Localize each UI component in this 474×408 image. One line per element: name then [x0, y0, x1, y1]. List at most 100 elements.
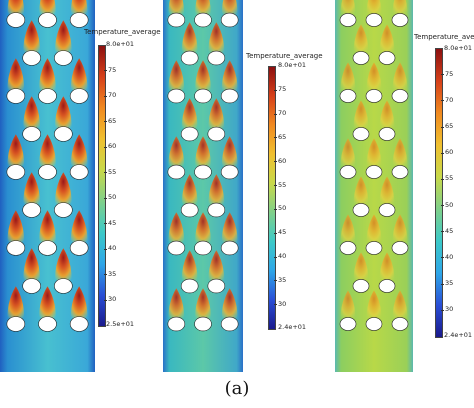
cylinder: [69, 240, 89, 256]
temperature-field-panel-1: [0, 0, 95, 372]
cylinder: [365, 241, 383, 255]
colorbar-tick-mark: [274, 185, 277, 187]
colorbar-tick-mark: [274, 161, 277, 163]
colorbar-tick-mark: [274, 137, 277, 139]
thermal-wake: [168, 60, 185, 96]
thermal-wake: [195, 60, 211, 96]
cylinder: [339, 89, 357, 103]
thermal-wake: [366, 214, 382, 248]
temperature-field-panel-2: [163, 0, 243, 372]
colorbar-tick-label: 45: [108, 218, 117, 227]
colorbar-tick-mark: [274, 256, 277, 258]
cylinder: [352, 127, 370, 141]
thermal-wake: [70, 210, 88, 248]
cylinder: [22, 126, 41, 142]
colorbar-tick-label: 65: [278, 132, 287, 141]
thermal-wake: [221, 60, 238, 96]
thermal-wake: [70, 58, 88, 96]
colorbar-tick-label: 70: [278, 109, 287, 118]
thermal-wake: [379, 100, 395, 134]
cylinder: [69, 12, 89, 28]
cylinder: [6, 88, 26, 104]
colorbar-max-label: 8.0e+01: [106, 40, 135, 48]
colorbar-tick-label: 50: [445, 200, 454, 209]
colorbar-tick-label: 75: [108, 65, 117, 74]
colorbar-tick-mark: [441, 126, 444, 128]
thermal-wake: [208, 22, 225, 58]
temperature-field-panel-3: [335, 0, 413, 372]
colorbar-max-label: 8.0e+01: [278, 61, 307, 69]
cylinder: [352, 279, 370, 293]
cylinder: [180, 202, 199, 218]
cylinder: [391, 13, 409, 27]
colorbar-tick-mark: [274, 89, 277, 91]
thermal-wake: [392, 214, 408, 248]
colorbar-tick-mark: [441, 205, 444, 207]
cylinder: [38, 88, 57, 104]
cylinder: [391, 317, 409, 331]
thermal-wake: [340, 214, 356, 248]
thermal-wake: [353, 24, 369, 58]
thermal-wake: [379, 176, 395, 210]
colorbar-title: Temperature_average: [84, 28, 161, 36]
cylinder: [54, 50, 73, 66]
thermal-wake: [7, 134, 25, 172]
colorbar-tick-mark: [441, 309, 444, 311]
colorbar-tick-label: 40: [445, 252, 454, 261]
colorbar-tick-label: 60: [108, 142, 117, 151]
cylinder: [194, 316, 212, 332]
cylinder: [180, 278, 199, 294]
thermal-wake: [7, 210, 25, 248]
cylinder: [339, 317, 357, 331]
colorbar-tick-label: 30: [108, 295, 117, 304]
colorbar-tick-mark: [104, 70, 107, 72]
thermal-wake: [208, 250, 225, 286]
cylinder: [220, 240, 239, 256]
cylinder: [378, 127, 396, 141]
cylinder: [365, 89, 383, 103]
cylinder: [365, 165, 383, 179]
cylinder: [22, 50, 41, 66]
colorbar-tick-label: 45: [278, 228, 287, 237]
cylinder: [38, 164, 57, 180]
thermal-wake: [340, 138, 356, 172]
cylinder: [22, 278, 41, 294]
colorbar-tick-mark: [104, 274, 107, 276]
colorbar-tick-label: 70: [108, 91, 117, 100]
colorbar-tick-label: 45: [445, 226, 454, 235]
thermal-wake: [195, 288, 211, 324]
colorbar-tick-mark: [274, 208, 277, 210]
cylinder: [69, 164, 89, 180]
cylinder: [167, 12, 186, 28]
colorbar-tick-label: 55: [445, 174, 454, 183]
colorbar-tick-label: 35: [445, 279, 454, 288]
thermal-wake: [195, 136, 211, 172]
thermal-wake: [340, 290, 356, 324]
thermal-wake: [221, 136, 238, 172]
thermal-wake: [221, 212, 238, 248]
colorbar-tick-mark: [104, 121, 107, 123]
colorbar-tick-label: 55: [108, 167, 117, 176]
thermal-wake: [208, 174, 225, 210]
thermal-wake: [353, 100, 369, 134]
cylinder: [194, 88, 212, 104]
thermal-wake: [23, 96, 41, 134]
thermal-wake: [70, 286, 88, 324]
colorbar-tick-label: 75: [445, 69, 454, 78]
thermal-wake: [353, 252, 369, 286]
cylinder: [69, 88, 89, 104]
cylinder: [352, 51, 370, 65]
colorbar-tick-mark: [441, 74, 444, 76]
cylinder: [207, 278, 226, 294]
thermal-wake: [208, 98, 225, 134]
thermal-wake: [7, 286, 25, 324]
colorbar-tick-label: 55: [278, 180, 287, 189]
colorbar-tick-mark: [104, 146, 107, 148]
cylinder: [220, 164, 239, 180]
colorbar-tick-label: 40: [108, 244, 117, 253]
thermal-wake: [392, 290, 408, 324]
colorbar-tick-label: 50: [108, 193, 117, 202]
cylinder: [180, 50, 199, 66]
colorbar-tick-mark: [104, 223, 107, 225]
